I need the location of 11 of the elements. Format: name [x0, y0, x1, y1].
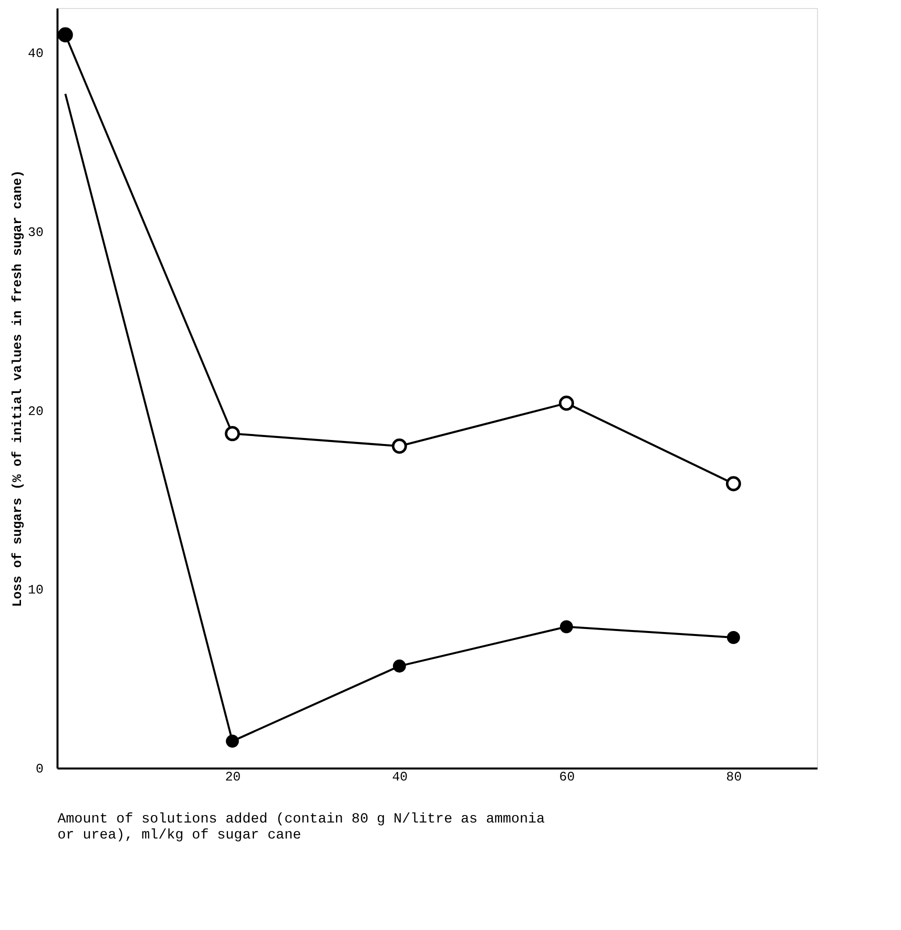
x-tick-label: 60 — [559, 770, 575, 784]
y-tick-label: 30 — [28, 225, 44, 240]
y-axis-title: Loss of sugars (% of initial values in fresh sugar cane) — [10, 170, 25, 607]
y-tick-label: 40 — [28, 46, 44, 62]
x-axis-title: Amount of solutions added (contain 80 g N/litre as ammonia or urea), ml/kg of sugar cane — [58, 812, 545, 844]
x-tick-label: 80 — [726, 770, 742, 784]
y-tick-label: 20 — [28, 404, 44, 419]
x-tick-label: 40 — [392, 770, 408, 784]
y-tick-label: 10 — [28, 582, 44, 598]
y-tick-label: 0 — [36, 762, 44, 776]
x-tick-label: 20 — [225, 770, 241, 784]
